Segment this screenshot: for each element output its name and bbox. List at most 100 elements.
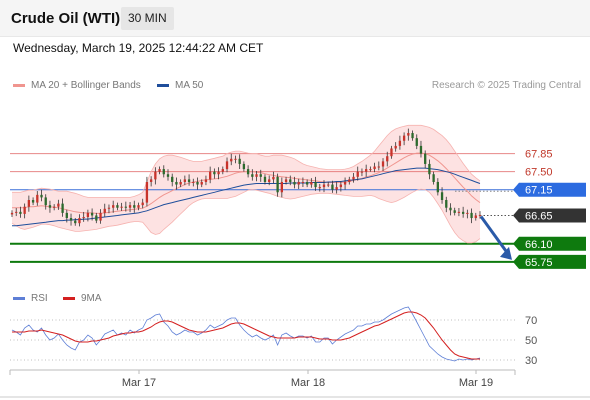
candle-body bbox=[23, 206, 26, 214]
candle-body bbox=[234, 158, 237, 160]
candle-body bbox=[356, 171, 359, 177]
candle-body bbox=[318, 187, 321, 189]
candle-body bbox=[293, 181, 296, 185]
level-label-67.50: 67.50 bbox=[525, 167, 553, 179]
candle-body bbox=[120, 206, 123, 208]
candle-body bbox=[411, 133, 414, 139]
candle-body bbox=[107, 207, 111, 209]
level-tag-66.10 bbox=[513, 236, 586, 251]
level-tag-67.15 bbox=[513, 182, 586, 197]
candle-body bbox=[53, 206, 56, 208]
candle-body bbox=[187, 179, 191, 182]
candle-body bbox=[196, 181, 199, 185]
legend-9ma: 9MA bbox=[63, 293, 102, 304]
candle-body bbox=[82, 217, 85, 219]
candle-body bbox=[246, 169, 250, 175]
candle-body bbox=[415, 138, 418, 146]
candle-body bbox=[61, 203, 64, 213]
candle-body bbox=[301, 181, 305, 183]
candle-body bbox=[209, 171, 212, 180]
candle-body bbox=[322, 184, 326, 188]
candle-body bbox=[419, 145, 423, 154]
candle-body bbox=[402, 135, 406, 141]
candle-body bbox=[310, 181, 313, 185]
chart-header: Crude Oil (WTI) 30 MIN bbox=[0, 0, 590, 37]
candle-body bbox=[99, 212, 102, 221]
candle-body bbox=[314, 181, 317, 188]
candle-body bbox=[343, 181, 347, 185]
candle-body bbox=[112, 205, 115, 208]
bollinger-lower-line bbox=[11, 188, 481, 244]
candle-body bbox=[175, 181, 178, 185]
candle-body bbox=[133, 205, 136, 208]
candle-body bbox=[276, 176, 279, 193]
candle-body bbox=[373, 166, 376, 170]
instrument-title: Crude Oil (WTI) bbox=[11, 10, 121, 27]
candle-body bbox=[297, 181, 300, 185]
candle-body bbox=[171, 176, 174, 182]
candle-body bbox=[65, 212, 68, 219]
candle-body bbox=[268, 179, 271, 182]
legend-swatch bbox=[63, 296, 75, 300]
interval-selector[interactable]: 30 MIN bbox=[121, 7, 174, 30]
candle-body bbox=[213, 171, 216, 175]
candle-body bbox=[263, 176, 267, 182]
candle-body bbox=[162, 169, 165, 175]
candle-body bbox=[449, 207, 452, 211]
rsi-tick-50: 50 bbox=[525, 335, 537, 347]
candle-body bbox=[457, 211, 461, 213]
candle-body bbox=[200, 181, 203, 185]
candle-body bbox=[280, 181, 283, 193]
candle-body bbox=[230, 158, 233, 162]
candle-body bbox=[204, 179, 208, 182]
legend-swatch bbox=[13, 296, 25, 300]
candle-body bbox=[259, 174, 262, 177]
candle-body bbox=[474, 215, 477, 219]
legend-ma20: MA 20 + Bollinger Bands bbox=[13, 80, 141, 91]
level-label-67.85: 67.85 bbox=[525, 149, 553, 161]
x-tick-label: Mar 19 bbox=[459, 377, 493, 389]
level-label-67.15: 67.15 bbox=[525, 185, 553, 197]
rsi-series-RSI bbox=[11, 306, 481, 362]
bollinger-upper-line bbox=[12, 124, 481, 198]
candle-body bbox=[95, 215, 98, 221]
candle-body bbox=[377, 166, 380, 168]
candle-body bbox=[137, 205, 140, 208]
candle-body bbox=[192, 181, 195, 183]
candle-body bbox=[183, 179, 187, 182]
rsi-series-9MA bbox=[12, 311, 480, 360]
rsi-tick-30: 30 bbox=[525, 355, 537, 367]
candle-body bbox=[255, 174, 258, 177]
x-tick-label: Mar 18 bbox=[291, 377, 325, 389]
candle-body bbox=[15, 211, 18, 213]
candle-body bbox=[289, 179, 292, 182]
candle-body bbox=[103, 208, 106, 213]
bollinger-band-fill bbox=[12, 125, 480, 243]
candle-body bbox=[19, 211, 22, 214]
candle-body bbox=[478, 214, 482, 216]
candle-body bbox=[369, 169, 372, 171]
candle-body bbox=[432, 174, 435, 182]
candle-body bbox=[424, 153, 427, 164]
candle-body bbox=[466, 212, 469, 214]
candle-body bbox=[352, 176, 355, 180]
forecast-arrow-shaft bbox=[479, 215, 510, 255]
candle-body bbox=[365, 169, 368, 172]
legend-label: RSI bbox=[31, 293, 48, 304]
candle-body bbox=[238, 158, 241, 164]
candle-body bbox=[284, 179, 288, 182]
legend-swatch bbox=[13, 83, 25, 87]
candle-body bbox=[124, 206, 127, 208]
candle-body bbox=[221, 169, 224, 172]
candle-body bbox=[445, 200, 448, 208]
candle-body bbox=[470, 212, 473, 219]
candle-body bbox=[166, 174, 170, 177]
candle-body bbox=[327, 184, 330, 186]
rsi-tick-70: 70 bbox=[525, 315, 537, 327]
candle-body bbox=[141, 202, 144, 206]
candle-body bbox=[398, 140, 402, 146]
candle-body bbox=[90, 212, 94, 216]
candle-body bbox=[407, 133, 410, 136]
candle-body bbox=[335, 187, 338, 190]
